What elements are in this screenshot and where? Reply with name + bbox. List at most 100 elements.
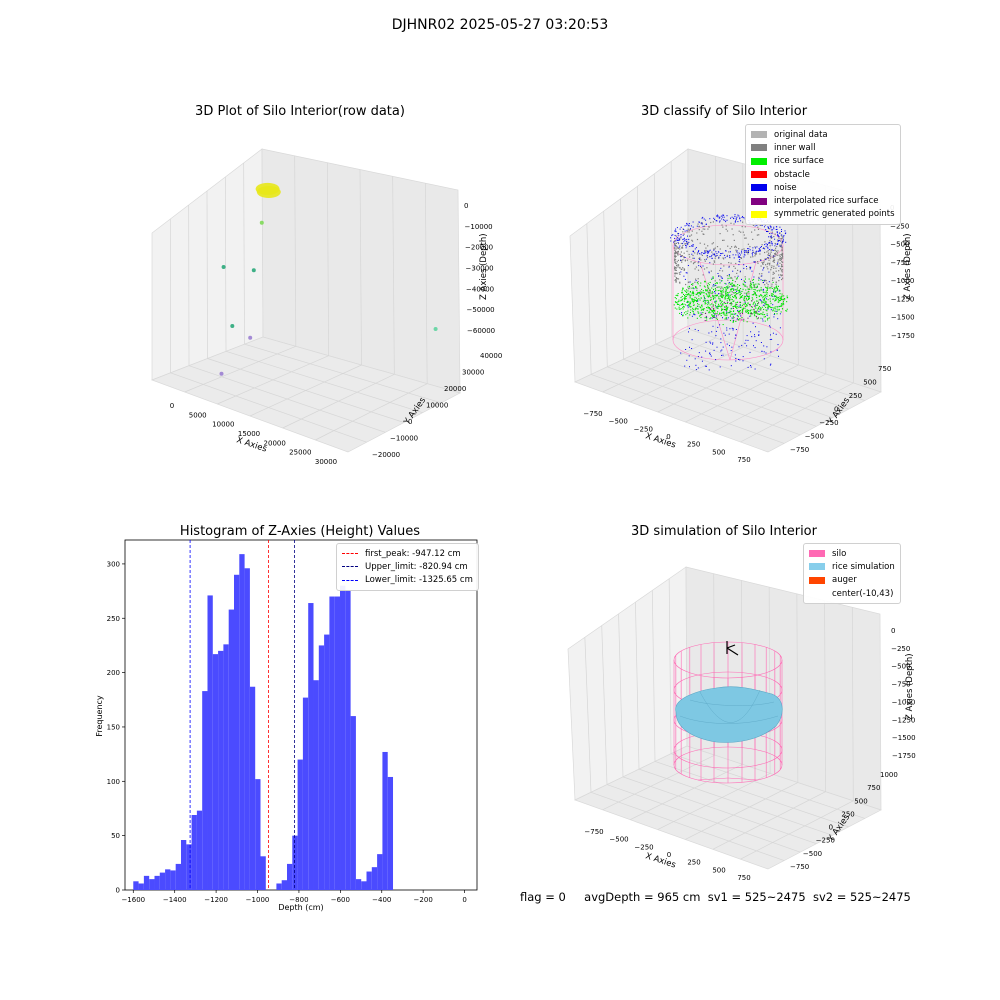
- panel2-panes: [569, 148, 882, 453]
- histogram-bar: [159, 872, 166, 890]
- panel2-title: 3D classify of Silo Interior: [640, 104, 808, 119]
- legend-swatch: [809, 550, 825, 558]
- histogram-bar: [165, 869, 171, 890]
- panel1-z-tick: −30000: [466, 265, 494, 273]
- histogram-x-ticks: −1600 −1400 −1200 −1000 −800 −600 −400 −200 0: [121, 890, 467, 904]
- legend-label: center(-10,43): [832, 588, 894, 599]
- histogram-y-tick: 100: [107, 778, 120, 786]
- panel4-z-tick: −1000: [892, 698, 916, 706]
- legend-swatch: [751, 210, 767, 218]
- histogram-bar: [149, 879, 155, 890]
- panel1-y-tick: 30000: [462, 369, 484, 377]
- panel1-y-tick: 10000: [426, 402, 448, 410]
- panel2-x-tick: −500: [609, 418, 628, 426]
- panel4-legend: silo rice simulation auger center(-10,43): [803, 543, 901, 605]
- legend-label: interpolated rice surface: [774, 196, 879, 207]
- legend-label: rice simulation: [832, 561, 895, 572]
- histogram-bar: [223, 644, 229, 890]
- histogram-bar: [350, 716, 356, 890]
- histogram-bar: [260, 856, 266, 890]
- panel3-title: Histogram of Z-Axies (Height) Values: [179, 524, 421, 539]
- panel2-zlabel: Z Axies (Depth): [903, 233, 913, 300]
- legend-label: Lower_limit: -1325.65 cm: [365, 575, 473, 586]
- histogram-y-tick: 200: [107, 669, 120, 677]
- panel4-y-tick: 500: [854, 797, 867, 805]
- panel4-x-tick: −500: [609, 836, 628, 844]
- panel2-x-tick: 250: [687, 441, 700, 449]
- panel4-z-tick: −250: [891, 645, 910, 653]
- panel1-y-tick: 40000: [480, 352, 502, 360]
- panel2-z-tick: −1250: [891, 295, 915, 303]
- histogram-bar: [382, 751, 388, 890]
- histogram-bar: [361, 881, 367, 890]
- panel4-z-tick: −1750: [892, 752, 916, 760]
- panel1-y-tick: −20000: [372, 451, 400, 459]
- panel4-zlabel: Z Axies (Depth): [905, 653, 915, 720]
- histogram-bar: [154, 875, 160, 890]
- panel4-z-tick: −750: [891, 681, 910, 689]
- histogram-x-tick: −400: [372, 896, 391, 904]
- legend-swatch: [751, 144, 767, 152]
- panel2-x-tick: −750: [583, 410, 602, 418]
- histogram-bar: [255, 779, 261, 890]
- legend-item: symmetric generated points: [751, 208, 895, 221]
- panel1-points: [219, 182, 438, 376]
- legend-swatch: [751, 157, 767, 165]
- histogram-bar: [234, 574, 240, 890]
- legend-swatch: [751, 131, 767, 139]
- legend-item: center(-10,43): [809, 587, 895, 600]
- panel1-data-point: [256, 186, 281, 198]
- panel2-z-tick: −1500: [891, 314, 915, 322]
- histogram-bar: [186, 844, 192, 890]
- panel2-z-tick: −500: [890, 241, 909, 249]
- panel1-z-tick: −60000: [467, 327, 495, 335]
- panel1-x-tick: 25000: [289, 449, 311, 457]
- panel1-data-point: [433, 327, 438, 331]
- histogram-threshold-lines: [189, 540, 295, 890]
- panel1-data-point: [259, 220, 264, 225]
- panel1-x-tick: 0: [170, 402, 174, 410]
- legend-item: original data: [751, 128, 895, 141]
- legend-swatch: [342, 553, 358, 555]
- histogram-bar: [239, 554, 245, 890]
- legend-label: Upper_limit: -820.94 cm: [365, 561, 468, 572]
- panel3-legend: first_peak: -947.12 cm Upper_limit: -820.…: [336, 543, 479, 591]
- histogram-bar: [276, 883, 282, 890]
- panel4-z-ticks: 0 −250 −500 −750 −1000 −1250 −1500 −1750: [891, 627, 916, 760]
- panel2-y-tick: 750: [878, 365, 891, 373]
- histogram-bar: [324, 634, 330, 890]
- panel2-y-tick: 500: [863, 379, 876, 387]
- histogram-bar: [302, 697, 309, 890]
- histogram-bar: [281, 880, 287, 890]
- status-line: flag = 0 avgDepth = 965 cm sv1 = 525~247…: [520, 890, 911, 904]
- legend-item: auger: [809, 574, 895, 587]
- legend-item: first_peak: -947.12 cm: [342, 547, 473, 560]
- legend-item: rice simulation: [809, 560, 895, 573]
- legend-swatch: [342, 579, 358, 581]
- legend-label: first_peak: -947.12 cm: [365, 548, 461, 559]
- panel4-x-tick: −750: [584, 828, 603, 836]
- histogram-bar: [191, 815, 197, 890]
- histogram-bar: [207, 595, 213, 890]
- legend-label: silo: [832, 548, 847, 559]
- histogram-bar: [340, 585, 346, 890]
- panel1-x-tick: 10000: [212, 421, 234, 429]
- panel4-x-tick: 500: [712, 866, 725, 874]
- legend-item: silo: [809, 547, 895, 560]
- panel1-data-point: [248, 335, 253, 340]
- legend-label: symmetric generated points: [774, 209, 895, 220]
- panel4-title: 3D simulation of Silo Interior: [631, 524, 817, 539]
- histogram-bar: [355, 879, 362, 890]
- panel2-y-tick: −750: [790, 446, 809, 454]
- status-sv2: sv2 = 525~2475: [812, 890, 911, 904]
- panel1-x-tick: 15000: [238, 430, 260, 438]
- panel1-data-point: [230, 324, 235, 328]
- histogram-bar: [318, 645, 325, 890]
- legend-item: obstacle: [751, 168, 895, 181]
- legend-swatch: [751, 184, 767, 192]
- histogram-ylabel: Frequency: [95, 695, 104, 737]
- panel2-y-tick: 0: [834, 406, 838, 414]
- histogram-x-tick: −600: [331, 896, 350, 904]
